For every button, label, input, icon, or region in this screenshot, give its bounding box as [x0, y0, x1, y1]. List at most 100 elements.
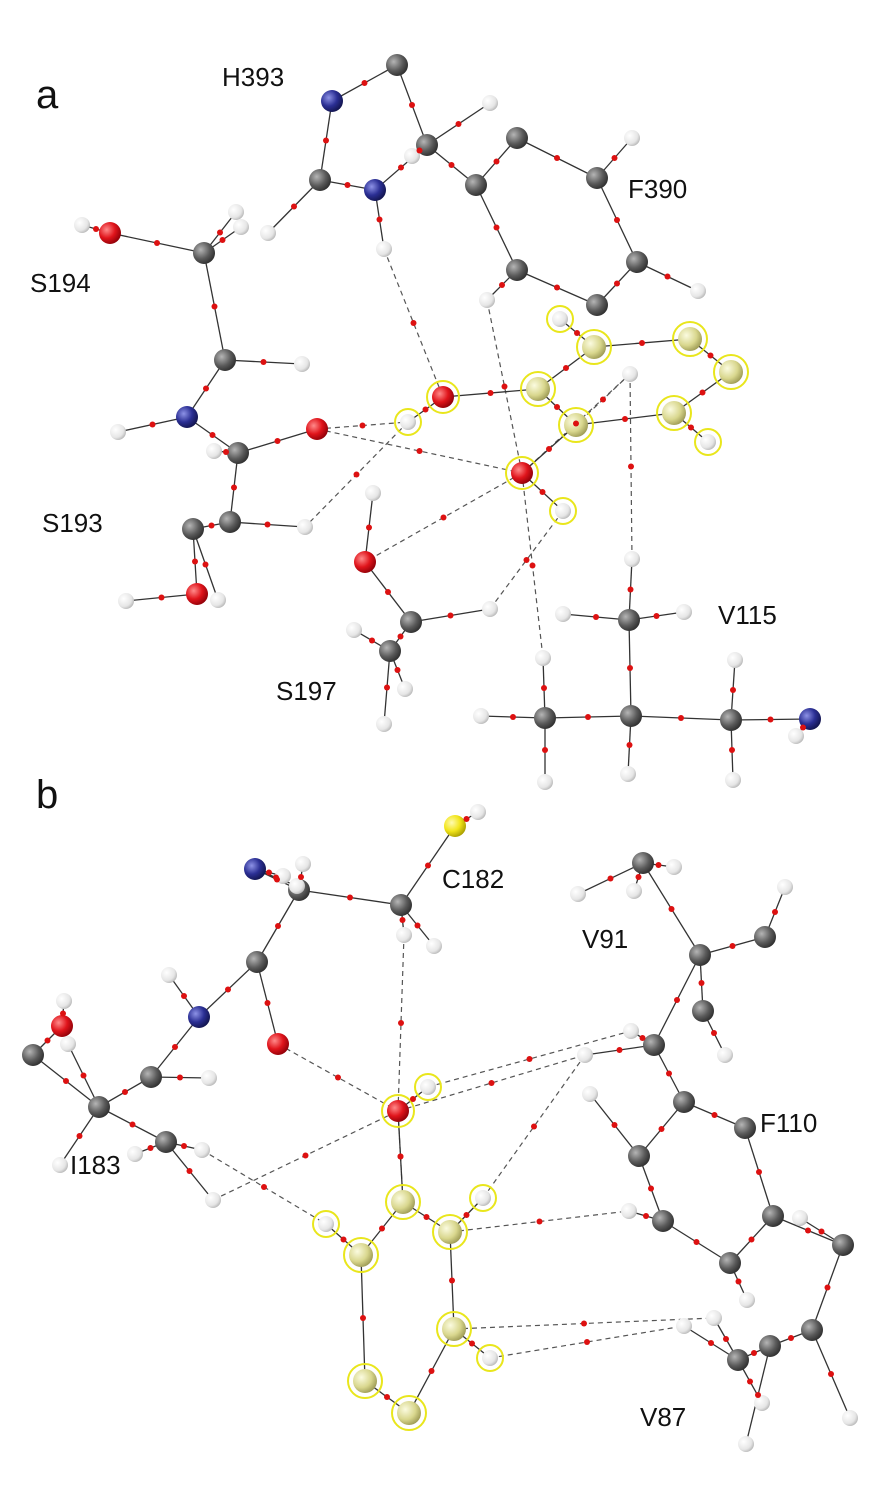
bond-critical-point	[384, 1394, 390, 1400]
noncovalent-interaction-path	[397, 1054, 586, 1112]
hydrogen-atom	[792, 1210, 808, 1226]
highlighted-ligand-atom-ring	[505, 456, 539, 490]
ligand-carbon-atom	[582, 335, 606, 359]
bond-critical-point	[455, 121, 462, 127]
carbon-atom	[643, 1034, 665, 1056]
bond-critical-point	[487, 390, 494, 396]
bond-critical-point	[323, 137, 329, 144]
hydrogen-atom	[74, 217, 90, 233]
bond-critical-point	[531, 1123, 537, 1130]
carbon-atom	[734, 1117, 756, 1139]
hydrogen-atom	[725, 772, 741, 788]
highlighted-ligand-atom-ring	[558, 407, 594, 443]
ligand-carbon-atom	[353, 1369, 377, 1393]
ligand-carbon-atom	[526, 377, 550, 401]
carbon-atom	[140, 1066, 162, 1088]
carbon-atom	[465, 174, 487, 196]
carbon-atom	[309, 169, 331, 191]
bond-critical-point	[627, 665, 633, 671]
bond-critical-point	[501, 383, 508, 390]
noncovalent-interaction-path	[486, 299, 523, 474]
highlighted-ligand-atom-ring	[656, 395, 692, 431]
bond-critical-point	[181, 1143, 187, 1149]
panel-b-atoms	[22, 804, 858, 1452]
hydrogen-atom	[420, 1079, 436, 1095]
hydrogen-atom	[161, 967, 177, 983]
hydrogen-atom	[365, 485, 381, 501]
bond-critical-point	[129, 1121, 136, 1128]
hydrogen-atom	[676, 1318, 692, 1334]
carbon-atom	[727, 1349, 749, 1371]
highlighted-ligand-atom-ring	[426, 380, 460, 414]
carbon-atom	[214, 349, 236, 371]
bond-critical-point	[425, 862, 431, 869]
carbon-atom	[193, 242, 215, 264]
hydrogen-atom	[56, 993, 72, 1009]
panel-a-atoms	[74, 54, 821, 790]
nitrogen-atom	[176, 406, 198, 428]
bond-critical-point	[122, 1089, 128, 1095]
hydrogen-atom	[700, 434, 716, 450]
bond-critical-point	[546, 446, 552, 452]
hydrogen-atom	[626, 883, 642, 899]
bond-critical-point	[209, 432, 216, 438]
hydrogen-atom	[376, 716, 392, 732]
hydrogen-atom	[295, 856, 311, 872]
hydrogen-atom	[690, 283, 706, 299]
oxygen-atom	[354, 551, 376, 573]
bond-critical-point	[488, 1080, 495, 1086]
residue-label-v91: V91	[582, 924, 628, 954]
oxygen-atom	[511, 462, 533, 484]
bond-critical-point	[44, 1037, 51, 1044]
carbon-atom	[618, 609, 640, 631]
bond-critical-point	[231, 484, 237, 491]
bond-critical-point	[688, 424, 694, 431]
bond-critical-point	[366, 524, 372, 531]
hydrogen-atom	[294, 356, 310, 372]
hydrogen-atom	[206, 443, 222, 459]
bond-critical-point	[828, 1371, 834, 1377]
residue-label-v87: V87	[640, 1402, 686, 1432]
bond-critical-point	[536, 1218, 543, 1225]
hydrogen-atom	[570, 886, 586, 902]
bond-critical-point	[639, 1035, 646, 1041]
bond-critical-point	[60, 1010, 66, 1017]
bond-critical-point	[699, 389, 706, 396]
ligand-carbon-atom	[391, 1190, 415, 1214]
bond-critical-point	[600, 396, 606, 403]
bond-critical-point	[76, 1133, 83, 1139]
bond-critical-point	[347, 894, 353, 901]
carbon-atom	[506, 127, 528, 149]
hydrogen-atom	[620, 766, 636, 782]
noncovalent-interaction-path	[427, 1030, 632, 1088]
bond-critical-point	[359, 422, 366, 429]
hydrogen-atom	[482, 601, 498, 617]
bond-critical-point	[655, 862, 662, 868]
hydrogen-atom	[666, 859, 682, 875]
noncovalent-interaction-path	[489, 510, 564, 610]
bond-critical-point	[225, 986, 231, 993]
bond-critical-point	[708, 1340, 714, 1346]
panel-a-interaction-paths	[304, 248, 633, 659]
hydrogen-atom	[552, 311, 568, 327]
hydrogen-atom	[127, 1146, 143, 1162]
bond-critical-point	[80, 1072, 87, 1079]
carbon-atom	[632, 852, 654, 874]
bond-critical-point	[211, 303, 218, 310]
hydrogen-atom	[727, 652, 743, 668]
bond-critical-point	[593, 614, 599, 620]
panel-b-bond-critical-points	[44, 816, 834, 1400]
hydrogen-atom	[396, 927, 412, 943]
bond-critical-point	[628, 463, 634, 470]
residue-label-i183: I183	[70, 1150, 121, 1180]
carbon-atom	[534, 707, 556, 729]
bond-critical-point	[469, 1340, 475, 1347]
bond-critical-point	[398, 164, 404, 171]
carbon-atom	[626, 251, 648, 273]
bond-critical-point	[154, 240, 160, 246]
ligand-carbon-atom	[397, 1401, 421, 1425]
hydrogen-atom	[194, 1142, 210, 1158]
bond-critical-point	[711, 1112, 718, 1118]
bond-critical-point	[499, 282, 505, 288]
